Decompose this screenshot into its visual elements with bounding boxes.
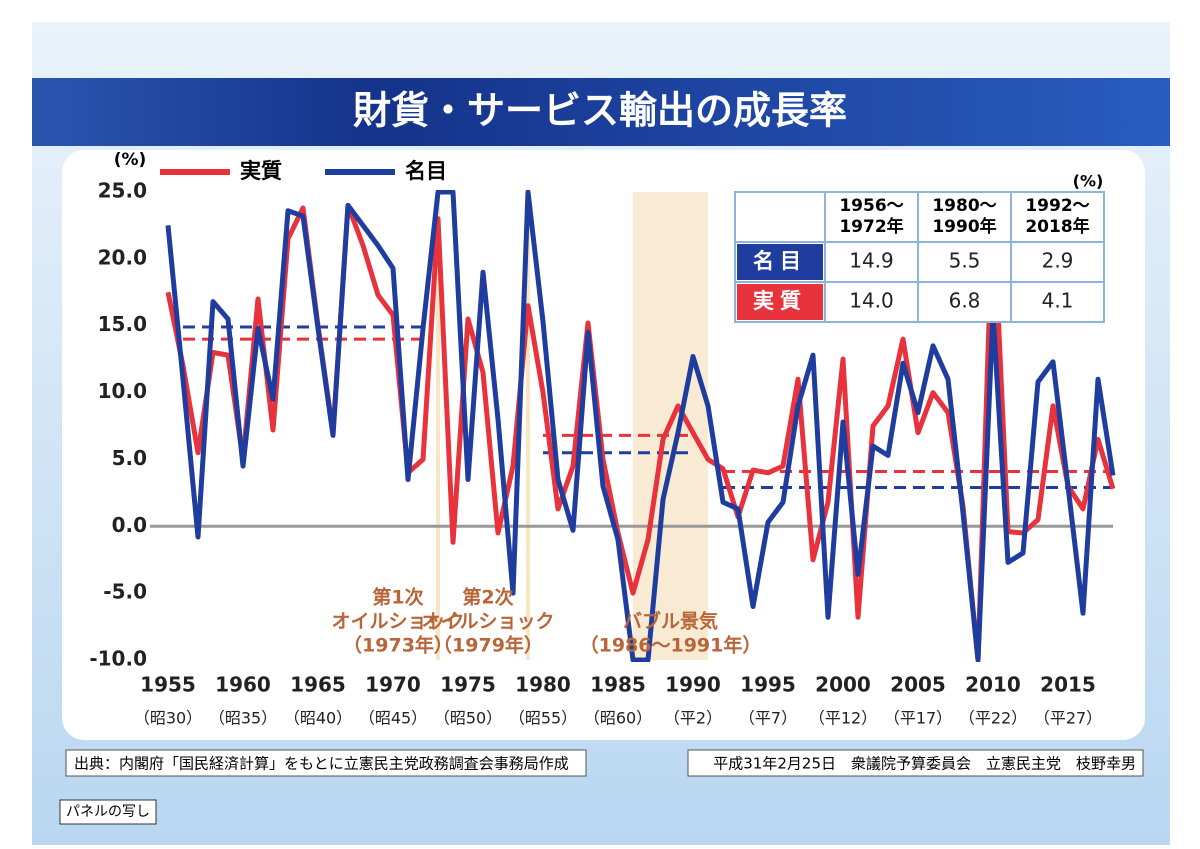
table-value: 14.0 — [849, 289, 894, 313]
x-tick-label: 1955 — [140, 673, 196, 697]
title-banner — [32, 78, 1170, 146]
table-header: 1956～ — [839, 196, 903, 216]
x-tick-label: 1960 — [215, 673, 271, 697]
x-tick-label: 1970 — [365, 673, 421, 697]
source: 出典：内閣府「国民経済計算」をもとに立憲民主党政務調査会事務局作成 — [74, 755, 569, 773]
x-tick-sublabel: （平12） — [809, 709, 877, 728]
x-tick-label: 1990 — [665, 673, 721, 697]
x-tick-sublabel: （平22） — [959, 709, 1027, 728]
stamp: パネルの写し — [66, 804, 150, 820]
table-value: 6.8 — [949, 289, 981, 313]
y-tick-label: 15.0 — [98, 312, 147, 336]
chart-title: 財貨・サービス輸出の成長率 — [353, 89, 847, 133]
table-header: 2018年 — [1025, 216, 1089, 237]
x-tick-sublabel: （昭45） — [359, 709, 427, 728]
annotation-text: オイルショック — [331, 611, 464, 633]
x-tick-sublabel: （昭35） — [209, 709, 277, 728]
x-tick-label: 1980 — [515, 673, 571, 697]
x-tick-label: 2000 — [815, 673, 871, 697]
x-tick-sublabel: （昭60） — [584, 709, 652, 728]
credit: 平成31年2月25日 衆議院予算委員会 立憲民主党 枝野幸男 — [713, 755, 1136, 773]
annotation-text: 第2次 — [462, 586, 513, 609]
table-header: 1992～ — [1025, 196, 1089, 216]
table-value: 2.9 — [1042, 249, 1074, 273]
y-unit: (%) — [114, 150, 147, 170]
x-tick-label: 1995 — [740, 673, 796, 697]
table-value: 5.5 — [949, 249, 981, 273]
plot-area — [150, 190, 1116, 662]
annotation-text: オイルショック — [421, 611, 554, 633]
annotation-text: （1986～1991年） — [580, 634, 762, 657]
x-tick-sublabel: （昭40） — [284, 709, 352, 728]
table-unit: (%) — [1073, 172, 1104, 191]
x-tick-sublabel: （昭55） — [509, 709, 577, 728]
x-tick-sublabel: （昭50） — [434, 709, 502, 728]
y-tick-label: -5.0 — [103, 580, 147, 604]
series-line — [165, 190, 1116, 662]
x-tick-sublabel: （平2） — [664, 709, 722, 728]
credit-box — [687, 749, 1144, 777]
x-tick-sublabel: （平17） — [884, 709, 952, 728]
table-header: 1972年 — [839, 216, 903, 237]
y-tick-label: 25.0 — [98, 179, 147, 203]
x-tick-sublabel: （昭30） — [134, 709, 202, 728]
x-tick-label: 1975 — [440, 673, 496, 697]
y-tick-label: -10.0 — [89, 647, 147, 671]
annotation-text: バブル景気 — [623, 610, 718, 633]
stamp-box — [59, 799, 157, 825]
x-tick-label: 2005 — [890, 673, 946, 697]
y-tick-label: 20.0 — [98, 245, 147, 269]
source-box — [65, 749, 587, 777]
x-tick-sublabel: （平7） — [739, 709, 797, 728]
table-value: 14.9 — [849, 249, 894, 273]
table-value: 4.1 — [1042, 289, 1074, 313]
y-tick-label: 5.0 — [112, 446, 147, 470]
legend-label: 名目 — [405, 159, 447, 183]
x-tick-label: 2015 — [1040, 673, 1096, 697]
y-tick-label: 0.0 — [112, 513, 147, 537]
table-row-head — [737, 244, 823, 280]
y-tick-label: 10.0 — [98, 379, 147, 403]
x-tick-label: 1985 — [590, 673, 646, 697]
x-tick-sublabel: （平27） — [1034, 709, 1102, 728]
x-tick-label: 2010 — [965, 673, 1021, 697]
table-header: 1990年 — [932, 216, 996, 237]
table-row-name: 実質 — [753, 289, 807, 313]
annotation-text: （1973年） — [343, 634, 453, 657]
table-row-head — [737, 284, 823, 320]
annotation-text: （1979年） — [433, 634, 543, 657]
table-header: 1980～ — [932, 196, 996, 216]
annotation-text: 第1次 — [372, 586, 423, 609]
table-row-name: 名目 — [753, 249, 807, 273]
x-tick-label: 1965 — [290, 673, 346, 697]
legend-label: 実質 — [240, 159, 282, 183]
